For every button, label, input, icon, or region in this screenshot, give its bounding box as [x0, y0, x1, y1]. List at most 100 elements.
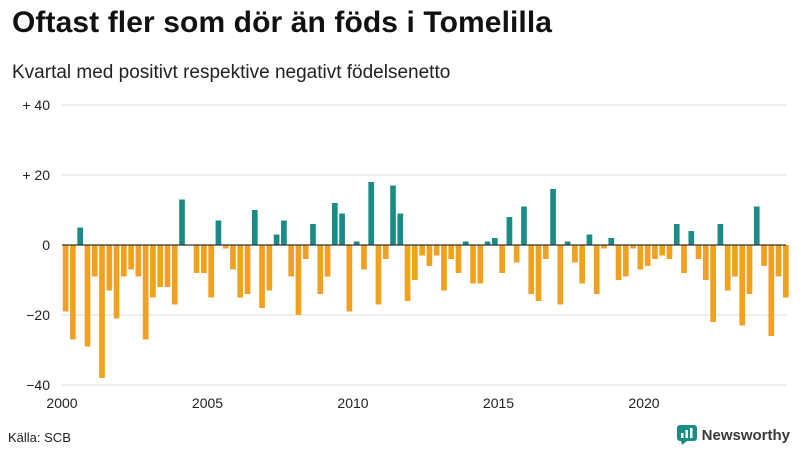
bar: [288, 245, 294, 277]
bar: [550, 189, 556, 245]
bar: [382, 245, 389, 259]
bar: [171, 245, 178, 305]
bar: [746, 245, 753, 294]
bar: [106, 245, 113, 291]
bar: [412, 245, 418, 280]
source-label: Källa: SCB: [8, 430, 71, 445]
y-tick-label: + 40: [22, 97, 50, 113]
bar: [441, 245, 447, 291]
bar: [397, 213, 404, 245]
bar: [244, 245, 251, 294]
bar: [659, 245, 666, 256]
bar: [506, 217, 513, 245]
bar: [150, 245, 156, 298]
bar: [768, 245, 775, 336]
bar: [564, 241, 571, 245]
bar: [753, 206, 760, 245]
bar: [462, 241, 469, 245]
chart-subtitle: Kvartal med positivt respektive negativt…: [12, 62, 451, 83]
bar: [164, 245, 171, 287]
bar: [324, 245, 331, 277]
bar: [222, 245, 229, 249]
bar: [724, 245, 731, 291]
bar: [579, 245, 585, 284]
bar: [681, 245, 687, 273]
y-tick-label: −20: [26, 307, 50, 323]
bar: [419, 245, 425, 256]
bar: [761, 245, 767, 266]
bar: [77, 227, 84, 245]
bar: [339, 213, 345, 245]
bar: [193, 245, 200, 273]
bar: [688, 231, 695, 245]
bar: [317, 245, 324, 294]
bar: [630, 245, 636, 249]
bar: [499, 245, 505, 273]
bar: [732, 245, 738, 277]
bar: [666, 245, 673, 259]
bar: [557, 245, 564, 305]
bar: [637, 245, 644, 270]
bar: [601, 245, 607, 249]
bar: [251, 210, 258, 245]
bar: [739, 245, 746, 326]
bar: [157, 245, 164, 287]
bar: [572, 245, 578, 263]
y-tick-label: −40: [26, 377, 50, 393]
bar: [652, 245, 658, 259]
bar: [99, 245, 105, 378]
bar: [361, 245, 367, 270]
bar: [281, 220, 287, 245]
bar: [703, 245, 709, 280]
bar-chart: −40 −20 0 + 20 + 40 2000 2005 2010 2015 2020: [22, 97, 789, 410]
bar: [608, 238, 615, 245]
bar: [201, 245, 207, 273]
bar: [62, 245, 69, 312]
bar: [615, 245, 622, 280]
chart-title: Oftast fler som dör än föds i Tomelilla: [12, 6, 553, 39]
bar: [121, 245, 127, 277]
bar: [542, 245, 549, 259]
bar: [179, 199, 185, 245]
x-tick-label: 2010: [337, 395, 368, 410]
bar: [390, 185, 396, 245]
bar: [91, 245, 98, 277]
brand-logo: Newsworthy: [676, 425, 790, 445]
bar: [128, 245, 134, 270]
bar: [273, 234, 280, 245]
bar: [113, 245, 120, 319]
x-tick-label: 2015: [483, 395, 514, 410]
bar: [521, 206, 527, 245]
bar: [775, 245, 782, 277]
bar: [455, 245, 462, 273]
bar: [695, 245, 702, 259]
bar: [448, 245, 455, 259]
brand-name: Newsworthy: [701, 426, 790, 444]
bar: [593, 245, 600, 294]
y-tick-label: 0: [42, 237, 50, 253]
bar: [346, 245, 353, 312]
bar: [375, 245, 382, 305]
bar: [302, 245, 309, 259]
bar: [484, 241, 491, 245]
bar: [404, 245, 411, 301]
bar: [84, 245, 91, 347]
bar: [622, 245, 629, 277]
bar: [310, 224, 316, 245]
bar: [644, 245, 651, 266]
y-tick-label: + 20: [22, 167, 50, 183]
bar: [586, 234, 593, 245]
bar: [783, 245, 789, 298]
bar: [331, 203, 338, 245]
x-tick-label: 2005: [192, 395, 223, 410]
bar: [535, 245, 542, 301]
x-tick-label: 2020: [628, 395, 659, 410]
bar: [142, 245, 149, 340]
bar: [368, 182, 375, 245]
bar: [70, 245, 76, 340]
bar: [230, 245, 236, 270]
bar: [433, 245, 440, 256]
bar: [513, 245, 520, 263]
bar: [215, 220, 222, 245]
bar: [492, 238, 498, 245]
